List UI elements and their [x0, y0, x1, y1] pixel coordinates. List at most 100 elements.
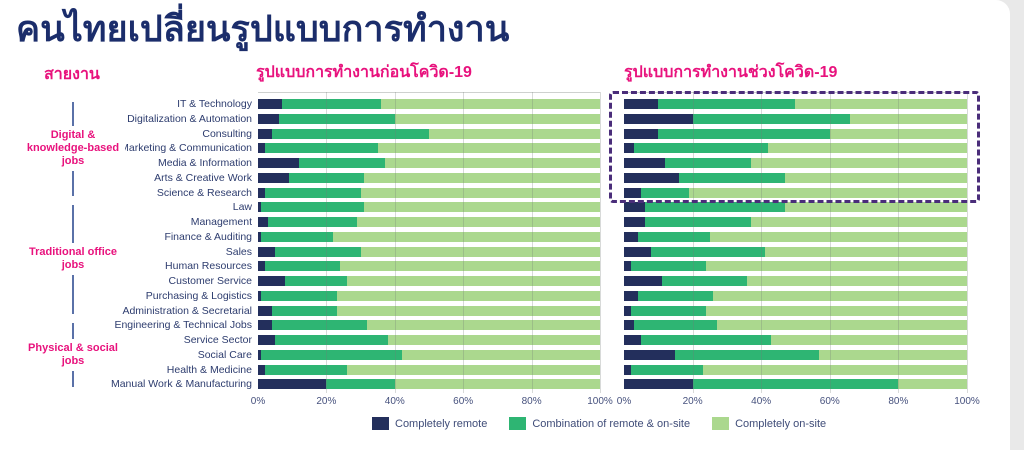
- onsite-segment: [381, 99, 600, 109]
- combination-segment: [634, 143, 769, 154]
- combination-segment: [299, 158, 385, 168]
- axis-tick-label: 80%: [888, 396, 909, 407]
- category-label: Social Care: [197, 348, 252, 361]
- remote-segment: [624, 261, 631, 272]
- onsite-segment: [394, 379, 600, 390]
- remote-segment: [624, 364, 631, 375]
- gridline: [761, 92, 763, 393]
- stacked-bar: [258, 128, 600, 139]
- onsite-segment: [689, 187, 967, 198]
- legend-label: Combination of remote & on-site: [532, 417, 691, 430]
- combination-segment: [692, 113, 851, 124]
- highlight-dashed-box: [609, 91, 980, 203]
- onsite-segment: [401, 349, 600, 360]
- combination-segment: [658, 128, 830, 139]
- remote-segment: [624, 290, 638, 301]
- axis-tick-label: 0%: [616, 396, 632, 407]
- combination-segment: [637, 290, 714, 301]
- onsite-segment: [819, 349, 967, 360]
- legend-label: Completely on-site: [735, 417, 827, 430]
- combination-segment: [264, 187, 361, 198]
- combination-segment: [661, 276, 748, 286]
- stacked-bar: [624, 290, 967, 301]
- stacked-bar: [624, 217, 967, 227]
- remote-segment: [624, 143, 635, 154]
- remote-segment: [624, 172, 679, 183]
- stacked-bar: [258, 143, 600, 154]
- onsite-segment: [360, 246, 600, 257]
- onsite-segment: [795, 99, 967, 109]
- category-label: Health & Medicine: [166, 363, 252, 376]
- stacked-bar: [258, 217, 600, 227]
- job-field-column-header: สายงาน: [44, 66, 100, 83]
- legend-label: Completely remote: [395, 417, 488, 430]
- combination-segment: [637, 231, 710, 242]
- category-label: Administration & Secretarial: [122, 304, 252, 317]
- remote-segment: [258, 246, 276, 257]
- onsite-segment: [340, 261, 600, 272]
- combination-segment: [275, 335, 388, 345]
- combination-segment: [630, 364, 703, 375]
- stacked-bar: [624, 379, 967, 390]
- group-label: Traditional office jobs: [21, 243, 125, 276]
- remote-segment: [624, 349, 676, 360]
- combination-segment: [692, 379, 899, 390]
- axis-tick-label: 20%: [682, 396, 703, 407]
- onsite-segment: [367, 320, 600, 331]
- stacked-bar: [258, 113, 600, 124]
- page-title: คนไทยเปลี่ยนรูปแบบการทำงาน: [16, 8, 510, 49]
- category-label: Media & Information: [158, 157, 252, 169]
- combination-segment: [281, 99, 382, 109]
- combination-segment: [630, 305, 707, 316]
- stacked-bar: [258, 187, 600, 198]
- onsite-segment: [336, 290, 600, 301]
- remote-segment: [624, 246, 652, 257]
- gridline: [531, 92, 533, 393]
- group-label: Digital & knowledge-based jobs: [21, 126, 125, 172]
- remote-segment: [258, 364, 265, 375]
- remote-segment: [624, 305, 631, 316]
- onsite-segment: [357, 217, 600, 227]
- stacked-bar: [624, 364, 967, 375]
- combination-segment: [268, 217, 358, 227]
- remote-segment: [624, 335, 642, 345]
- category-label: IT & Technology: [177, 98, 252, 110]
- category-label: Management: [190, 216, 252, 228]
- stacked-bar: [624, 187, 967, 198]
- onsite-segment: [706, 261, 967, 272]
- stacked-bar: [624, 246, 967, 257]
- onsite-segment: [764, 246, 967, 257]
- onsite-segment: [364, 202, 600, 213]
- stacked-bar: [258, 335, 600, 345]
- stacked-bar: [258, 231, 600, 242]
- axis-tick-label: 100%: [587, 396, 613, 407]
- combination-segment: [675, 349, 820, 360]
- category-label: Manual Work & Manufacturing: [110, 378, 252, 391]
- stacked-bar: [258, 364, 600, 375]
- category-label: Service Sector: [183, 334, 252, 346]
- stacked-bar: [624, 231, 967, 242]
- stacked-bar: [258, 246, 600, 257]
- onsite-segment: [750, 217, 967, 227]
- onsite-segment: [709, 231, 967, 242]
- stacked-bar: [624, 202, 967, 213]
- onsite-segment: [346, 364, 600, 375]
- stacked-bar: [624, 261, 967, 272]
- legend-item: Completely remote: [372, 417, 487, 430]
- stacked-bar: [624, 276, 967, 286]
- onsite-segment: [716, 320, 967, 331]
- category-label: Purchasing & Logistics: [145, 289, 252, 302]
- axis-tick-label: 100%: [954, 396, 980, 407]
- onsite-segment: [346, 276, 600, 286]
- gridline: [600, 92, 601, 393]
- onsite-segment: [771, 335, 967, 345]
- onsite-segment: [713, 290, 967, 301]
- gridline: [967, 92, 968, 393]
- category-label: Engineering & Technical Jobs: [114, 319, 252, 332]
- plot-top-border: [258, 92, 600, 93]
- chart-title-before-covid: รูปแบบการทำงานก่อนโควิด-19: [256, 64, 472, 81]
- stacked-bar: [624, 99, 967, 109]
- combination-segment: [630, 261, 707, 272]
- remote-segment: [624, 113, 693, 124]
- axis-tick-label: 0%: [250, 396, 266, 407]
